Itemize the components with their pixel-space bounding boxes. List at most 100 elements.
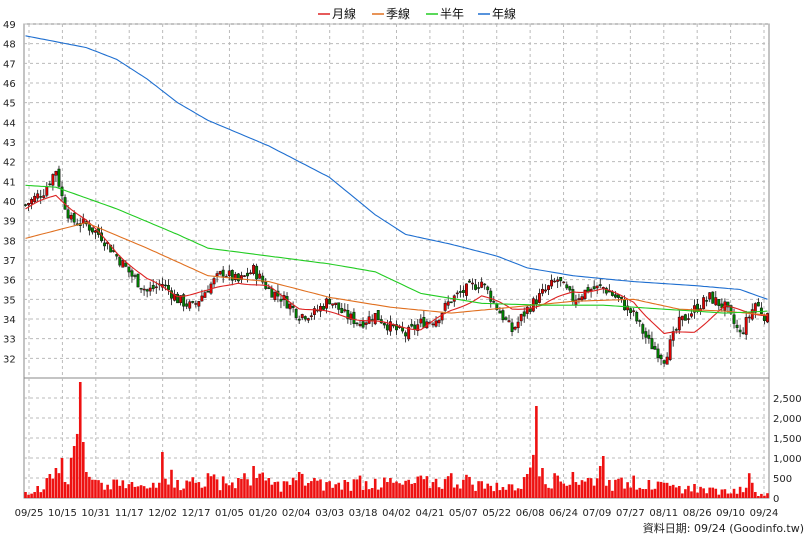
volume-tick-label: 2,000 (773, 414, 802, 425)
candle-body (346, 309, 350, 320)
candle-body (130, 270, 134, 277)
volume-bar (556, 475, 559, 498)
candle-body (206, 290, 210, 293)
volume-bar (504, 489, 508, 498)
volume-bar (617, 478, 620, 498)
candle-body (306, 318, 310, 321)
volume-bar (513, 490, 517, 498)
candle-body (373, 312, 377, 325)
volume-bar (431, 482, 435, 498)
candle-body (516, 321, 520, 329)
price-grid (24, 23, 769, 498)
candle-body (620, 296, 623, 299)
volume-bar (331, 487, 334, 498)
volume-bar (589, 478, 593, 498)
volume-bar (632, 475, 635, 498)
candle-body (674, 329, 678, 331)
candle-body (57, 168, 61, 187)
x-tick-label: 10/15 (48, 508, 77, 519)
volume-bar (757, 496, 760, 498)
candle-body (367, 316, 371, 324)
volume-bar (747, 473, 751, 498)
volume-bar (367, 489, 371, 498)
candle-body (461, 290, 465, 293)
price-tick-label: 48 (3, 40, 16, 51)
candle-body (103, 242, 107, 247)
ma-month-line (25, 194, 768, 335)
candle-body (632, 310, 636, 312)
volume-bar (635, 489, 639, 498)
candle-body (571, 289, 575, 303)
volume-bar (425, 476, 429, 498)
candle-body (136, 273, 140, 288)
candle-body (647, 334, 651, 339)
volume-bar (416, 476, 420, 498)
candle-body (644, 331, 648, 338)
volume-bar (206, 473, 210, 498)
volume-bar (355, 479, 359, 498)
candle-body (246, 272, 249, 277)
volume-bar (267, 478, 271, 498)
candle-body (188, 301, 192, 309)
candle-body (449, 301, 453, 304)
candle-body (343, 309, 347, 312)
x-tick-label: 06/24 (549, 508, 578, 519)
volume-bar (88, 476, 91, 498)
volume-bar (325, 482, 328, 498)
x-tick-label: 03/18 (349, 508, 378, 519)
volume-bar (528, 467, 532, 498)
candle-body (437, 319, 441, 324)
candle-body (735, 324, 739, 328)
volume-bar (340, 489, 344, 498)
volume-bar (170, 469, 173, 498)
candle-body (233, 273, 237, 280)
volume-bar (270, 484, 274, 498)
candle-body (124, 262, 128, 267)
volume-bar (404, 480, 407, 498)
volume-bar (358, 475, 362, 498)
volume-bar (474, 490, 477, 498)
volume-bar (139, 485, 143, 498)
volume-bar (754, 492, 757, 498)
candle-body (507, 320, 511, 323)
candle-body (541, 288, 544, 294)
candle-body (121, 260, 125, 268)
legend-label-2: 半年 (440, 7, 464, 21)
candle-body (489, 290, 493, 302)
volume-bar (133, 486, 137, 498)
candle-body (635, 312, 639, 322)
candle-body (352, 311, 356, 324)
volume-bar (109, 489, 112, 498)
volume-bar (310, 481, 313, 498)
ma-half-line (25, 184, 768, 314)
x-tick-label: 01/05 (215, 508, 244, 519)
volume-bar (641, 489, 645, 498)
volume-bar (276, 481, 280, 498)
volume-grid (24, 397, 769, 479)
volume-bar (681, 493, 684, 498)
candle-body (732, 314, 736, 324)
x-tick-label: 09/24 (750, 508, 779, 519)
candle-body (565, 284, 569, 289)
candle-body (519, 314, 523, 322)
volume-bar (51, 478, 55, 498)
candle-body (66, 209, 70, 219)
candle-body (580, 296, 584, 301)
volume-bar (501, 487, 505, 498)
candle-body (446, 301, 450, 306)
candle-body (200, 295, 204, 302)
volume-bar (735, 493, 739, 498)
candle-body (285, 296, 289, 309)
candle-body (319, 305, 322, 312)
candle-body (297, 318, 301, 321)
volume-bar (188, 481, 192, 498)
volume-bar (498, 490, 502, 498)
volume-bar (428, 488, 432, 498)
candle-body (328, 298, 332, 305)
volume-bar (456, 484, 459, 498)
candle-body (258, 273, 262, 279)
candle-body (486, 286, 490, 291)
candle-body (325, 298, 329, 309)
x-tick-label: 12/17 (182, 508, 211, 519)
volume-bar (443, 479, 447, 498)
